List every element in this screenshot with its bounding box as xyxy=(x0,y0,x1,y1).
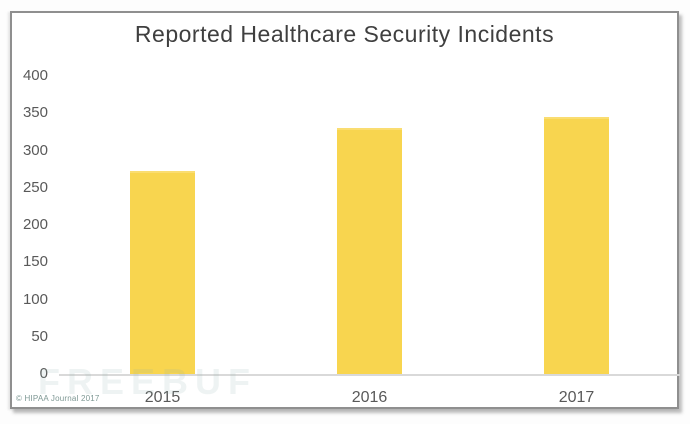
plot-area xyxy=(59,76,680,376)
y-tick-label: 150 xyxy=(22,253,48,271)
bar-2016 xyxy=(337,127,402,374)
chart-title: Reported Healthcare Security Incidents xyxy=(134,21,555,47)
bar-2017 xyxy=(544,117,609,374)
y-tick-label: 100 xyxy=(22,290,48,308)
y-tick-label: 350 xyxy=(22,104,48,122)
y-tick-label: 200 xyxy=(22,216,48,233)
y-axis: 400 350 300 250 200 150 100 50 0 xyxy=(16,68,48,382)
x-category-label: 2017 xyxy=(558,389,595,406)
y-tick-label: 400 xyxy=(22,67,48,84)
y-tick-label: 250 xyxy=(22,178,48,196)
chart-frame: Reported Healthcare Security Incidents 4… xyxy=(10,11,680,409)
x-category-label: 2016 xyxy=(351,389,388,406)
bar-2015 xyxy=(130,170,195,374)
y-tick-label: 50 xyxy=(31,327,48,345)
y-tick-label: 0 xyxy=(39,365,48,382)
x-category-label: 2015 xyxy=(144,389,181,406)
copyright-note: © HIPAA Journal 2017 xyxy=(16,394,100,403)
y-tick-label: 300 xyxy=(22,141,48,159)
x-axis: 2015 2016 2017 xyxy=(59,389,680,407)
